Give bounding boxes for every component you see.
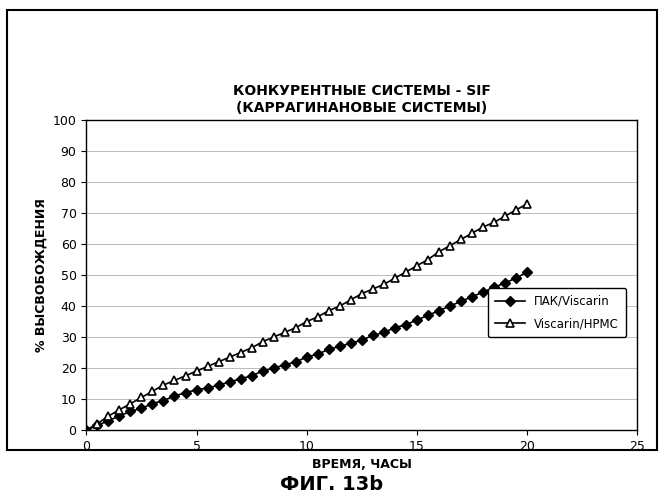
ПАК/Viscarin (159, 398, 167, 404)
Viscarin/HPMC (248, 345, 256, 351)
Viscarin/HPMC (214, 359, 222, 365)
Title: КОНКУРЕНТНЫЕ СИСТЕМЫ - SIF
(КАРРАГИНАНОВЫЕ СИСТЕМЫ): КОНКУРЕНТНЫЕ СИСТЕМЫ - SIF (КАРРАГИНАНОВ… (233, 84, 491, 114)
ПАК/Viscarin (402, 322, 410, 328)
ПАК/Viscarin (259, 368, 267, 374)
ПАК/Viscarin (336, 344, 344, 349)
ПАК/Viscarin (181, 390, 189, 396)
Viscarin/HPMC (413, 262, 421, 268)
Viscarin/HPMC (193, 368, 201, 374)
ПАК/Viscarin (171, 393, 179, 399)
ПАК/Viscarin (413, 317, 421, 323)
ПАК/Viscarin (468, 294, 476, 300)
Viscarin/HPMC (281, 330, 289, 336)
Viscarin/HPMC (82, 427, 90, 433)
ПАК/Viscarin (214, 382, 222, 388)
ПАК/Viscarin (104, 418, 112, 424)
Viscarin/HPMC (501, 213, 509, 219)
ПАК/Viscarin (291, 359, 299, 365)
Line: Viscarin/HPMC: Viscarin/HPMC (82, 200, 531, 434)
ПАК/Viscarin (236, 376, 244, 382)
Viscarin/HPMC (523, 200, 531, 206)
Viscarin/HPMC (380, 282, 388, 288)
ПАК/Viscarin (204, 385, 212, 391)
Viscarin/HPMC (303, 318, 311, 324)
ПАК/Viscarin (270, 365, 278, 371)
ПАК/Viscarin (116, 413, 124, 419)
Viscarin/HPMC (94, 421, 102, 427)
Viscarin/HPMC (358, 290, 366, 296)
Viscarin/HPMC (424, 256, 432, 262)
Viscarin/HPMC (468, 230, 476, 236)
Viscarin/HPMC (116, 407, 124, 413)
X-axis label: ВРЕМЯ, ЧАСЫ: ВРЕМЯ, ЧАСЫ (312, 458, 412, 471)
ПАК/Viscarin (193, 386, 201, 392)
ПАК/Viscarin (303, 354, 311, 360)
ПАК/Viscarin (226, 379, 234, 385)
Viscarin/HPMC (291, 324, 299, 330)
ПАК/Viscarin (325, 346, 333, 352)
Viscarin/HPMC (104, 413, 112, 419)
Viscarin/HPMC (204, 364, 212, 370)
Viscarin/HPMC (236, 350, 244, 356)
Viscarin/HPMC (270, 334, 278, 340)
ПАК/Viscarin (380, 330, 388, 336)
Viscarin/HPMC (259, 338, 267, 344)
Viscarin/HPMC (512, 207, 520, 213)
ПАК/Viscarin (358, 337, 366, 343)
Line: ПАК/Viscarin: ПАК/Viscarin (83, 268, 531, 434)
ПАК/Viscarin (501, 280, 509, 286)
Viscarin/HPMC (479, 224, 487, 230)
Viscarin/HPMC (457, 236, 465, 242)
ПАК/Viscarin (137, 406, 145, 411)
ПАК/Viscarin (391, 324, 399, 330)
Viscarin/HPMC (149, 388, 157, 394)
Viscarin/HPMC (126, 400, 134, 406)
Viscarin/HPMC (181, 373, 189, 379)
ПАК/Viscarin (369, 332, 377, 338)
Viscarin/HPMC (347, 297, 355, 303)
Viscarin/HPMC (369, 286, 377, 292)
Viscarin/HPMC (435, 249, 443, 255)
Viscarin/HPMC (159, 382, 167, 388)
Viscarin/HPMC (325, 308, 333, 314)
ПАК/Viscarin (82, 427, 90, 433)
Viscarin/HPMC (391, 275, 399, 281)
ПАК/Viscarin (523, 269, 531, 275)
ПАК/Viscarin (446, 303, 454, 309)
ПАК/Viscarin (149, 400, 157, 406)
ПАК/Viscarin (248, 373, 256, 379)
ПАК/Viscarin (479, 289, 487, 295)
ПАК/Viscarin (490, 284, 498, 290)
Legend: ПАК/Viscarin, Viscarin/HPMC: ПАК/Viscarin, Viscarin/HPMC (488, 288, 626, 338)
Viscarin/HPMC (137, 394, 145, 400)
Viscarin/HPMC (314, 314, 322, 320)
Y-axis label: % ВЫСВОБОЖДЕНИЯ: % ВЫСВОБОЖДЕНИЯ (34, 198, 47, 352)
Viscarin/HPMC (226, 354, 234, 360)
ПАК/Viscarin (424, 312, 432, 318)
Viscarin/HPMC (490, 220, 498, 226)
ПАК/Viscarin (347, 340, 355, 346)
Text: ФИГ. 13b: ФИГ. 13b (280, 476, 384, 494)
Viscarin/HPMC (402, 269, 410, 275)
ПАК/Viscarin (94, 422, 102, 428)
ПАК/Viscarin (314, 351, 322, 357)
ПАК/Viscarin (126, 408, 134, 414)
ПАК/Viscarin (281, 362, 289, 368)
Viscarin/HPMC (171, 378, 179, 384)
ПАК/Viscarin (512, 275, 520, 281)
ПАК/Viscarin (457, 298, 465, 304)
ПАК/Viscarin (435, 308, 443, 314)
Viscarin/HPMC (336, 303, 344, 309)
Viscarin/HPMC (446, 242, 454, 248)
